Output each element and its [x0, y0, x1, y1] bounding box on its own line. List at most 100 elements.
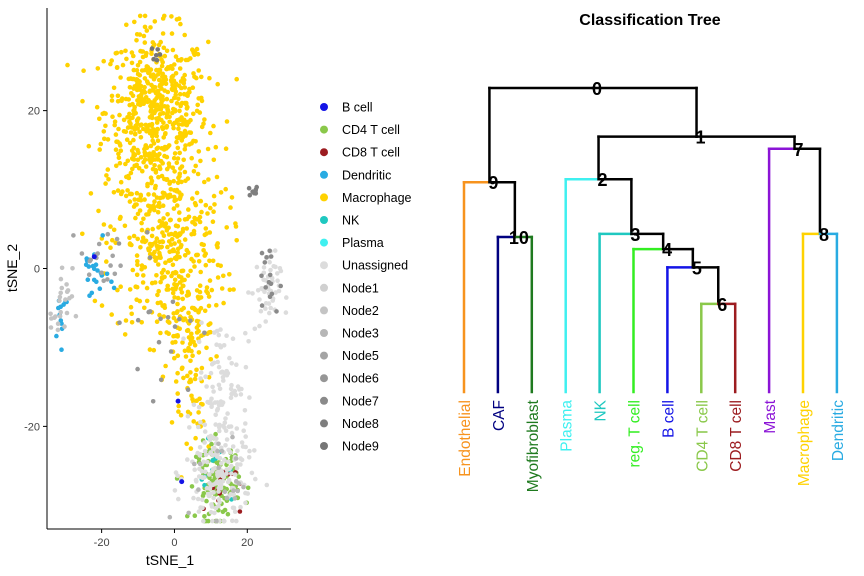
scatter-point — [141, 273, 146, 278]
x-tick-label: 0 — [171, 537, 177, 549]
scatter-point — [176, 126, 181, 131]
scatter-point — [131, 108, 136, 113]
scatter-point — [221, 300, 226, 306]
scatter-point — [169, 14, 174, 19]
tree-leaf-label: Endothelial — [457, 400, 474, 477]
scatter-point — [195, 450, 200, 456]
scatter-point — [138, 197, 144, 203]
scatter-point — [141, 98, 147, 103]
tree-node-label: 7 — [794, 140, 804, 160]
scatter-point — [167, 114, 172, 119]
scatter-point — [101, 129, 107, 134]
scatter-point — [92, 298, 98, 304]
scatter-point — [263, 319, 269, 324]
scatter-point — [91, 266, 97, 272]
scatter-point — [93, 262, 99, 268]
scatter-point — [97, 286, 103, 292]
scatter-point — [142, 84, 147, 90]
scatter-point — [169, 79, 174, 84]
scatter-point — [210, 258, 216, 264]
scatter-point — [268, 281, 274, 287]
scatter-point — [275, 278, 280, 284]
scatter-point — [185, 413, 191, 419]
scatter-point — [204, 345, 209, 351]
scatter-point — [188, 318, 193, 324]
scatter-point — [200, 497, 205, 503]
scatter-point — [174, 160, 180, 166]
scatter-point — [142, 40, 148, 45]
scatter-point — [123, 48, 128, 54]
scatter-point — [222, 507, 228, 513]
scatter-point — [96, 241, 102, 247]
scatter-point — [163, 260, 168, 266]
scatter-point — [199, 474, 204, 480]
scatter-point — [175, 224, 181, 229]
scatter-point — [214, 518, 219, 524]
scatter-point — [146, 192, 151, 197]
scatter-point — [183, 112, 189, 117]
scatter-point — [138, 83, 144, 89]
scatter-point — [110, 237, 115, 243]
scatter-point — [145, 183, 150, 189]
scatter-point — [221, 378, 226, 383]
scatter-point — [223, 186, 228, 192]
scatter-point — [259, 303, 265, 308]
scatter-point — [202, 422, 208, 428]
scatter-point — [195, 171, 201, 177]
scatter-point — [202, 429, 208, 434]
scatter-point — [229, 195, 235, 200]
scatter-point — [208, 205, 213, 211]
scatter-point — [135, 157, 141, 163]
scatter-point — [63, 297, 68, 302]
tree-node-label: 10 — [509, 228, 529, 248]
scatter-point — [226, 447, 231, 453]
scatter-point — [165, 89, 171, 95]
scatter-point — [146, 68, 151, 74]
scatter-point — [182, 85, 188, 90]
scatter-point — [110, 114, 115, 119]
scatter-point — [86, 143, 92, 149]
legend-label: CD4 T cell — [342, 123, 400, 137]
scatter-point — [183, 354, 189, 359]
scatter-point — [206, 303, 212, 309]
scatter-point — [171, 206, 177, 211]
scatter-point — [212, 465, 218, 471]
legend-label: Node5 — [342, 349, 379, 363]
scatter-point — [81, 68, 86, 73]
x-tick-label: -20 — [94, 537, 110, 549]
scatter-point — [172, 169, 177, 174]
scatter-point — [118, 191, 124, 197]
scatter-point — [217, 456, 223, 461]
scatter-point — [157, 204, 162, 210]
tree-leaf-label: CD4 T cell — [694, 400, 711, 472]
scatter-point — [224, 225, 229, 230]
scatter-point — [243, 330, 248, 336]
scatter-point — [221, 423, 226, 429]
scatter-point — [189, 232, 194, 237]
tree-node-label: 5 — [692, 258, 702, 278]
scatter-point — [196, 68, 201, 73]
scatter-point — [218, 263, 223, 269]
scatter-point — [181, 283, 186, 289]
scatter-point — [247, 395, 252, 400]
scatter-point — [186, 510, 191, 516]
scatter-point — [151, 347, 157, 353]
scatter-point — [224, 495, 230, 501]
scatter-point — [152, 185, 158, 191]
scatter-point — [172, 62, 177, 67]
scatter-point — [155, 138, 161, 143]
scatter-point — [215, 81, 220, 87]
scatter-point — [238, 504, 243, 510]
scatter-point — [202, 448, 208, 454]
legend-marker — [320, 238, 328, 247]
scatter-point — [134, 190, 140, 196]
scatter-point — [191, 71, 196, 76]
scatter-point — [250, 291, 255, 296]
scatter-point — [198, 376, 203, 381]
scatter-point — [228, 395, 234, 401]
scatter-point — [94, 279, 99, 285]
scatter-point — [246, 185, 252, 191]
scatter-point — [247, 192, 253, 198]
scatter-point — [134, 87, 140, 93]
